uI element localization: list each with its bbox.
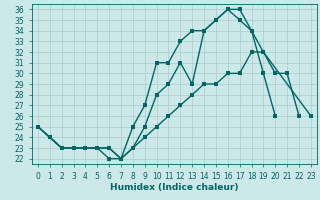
X-axis label: Humidex (Indice chaleur): Humidex (Indice chaleur) (110, 183, 239, 192)
